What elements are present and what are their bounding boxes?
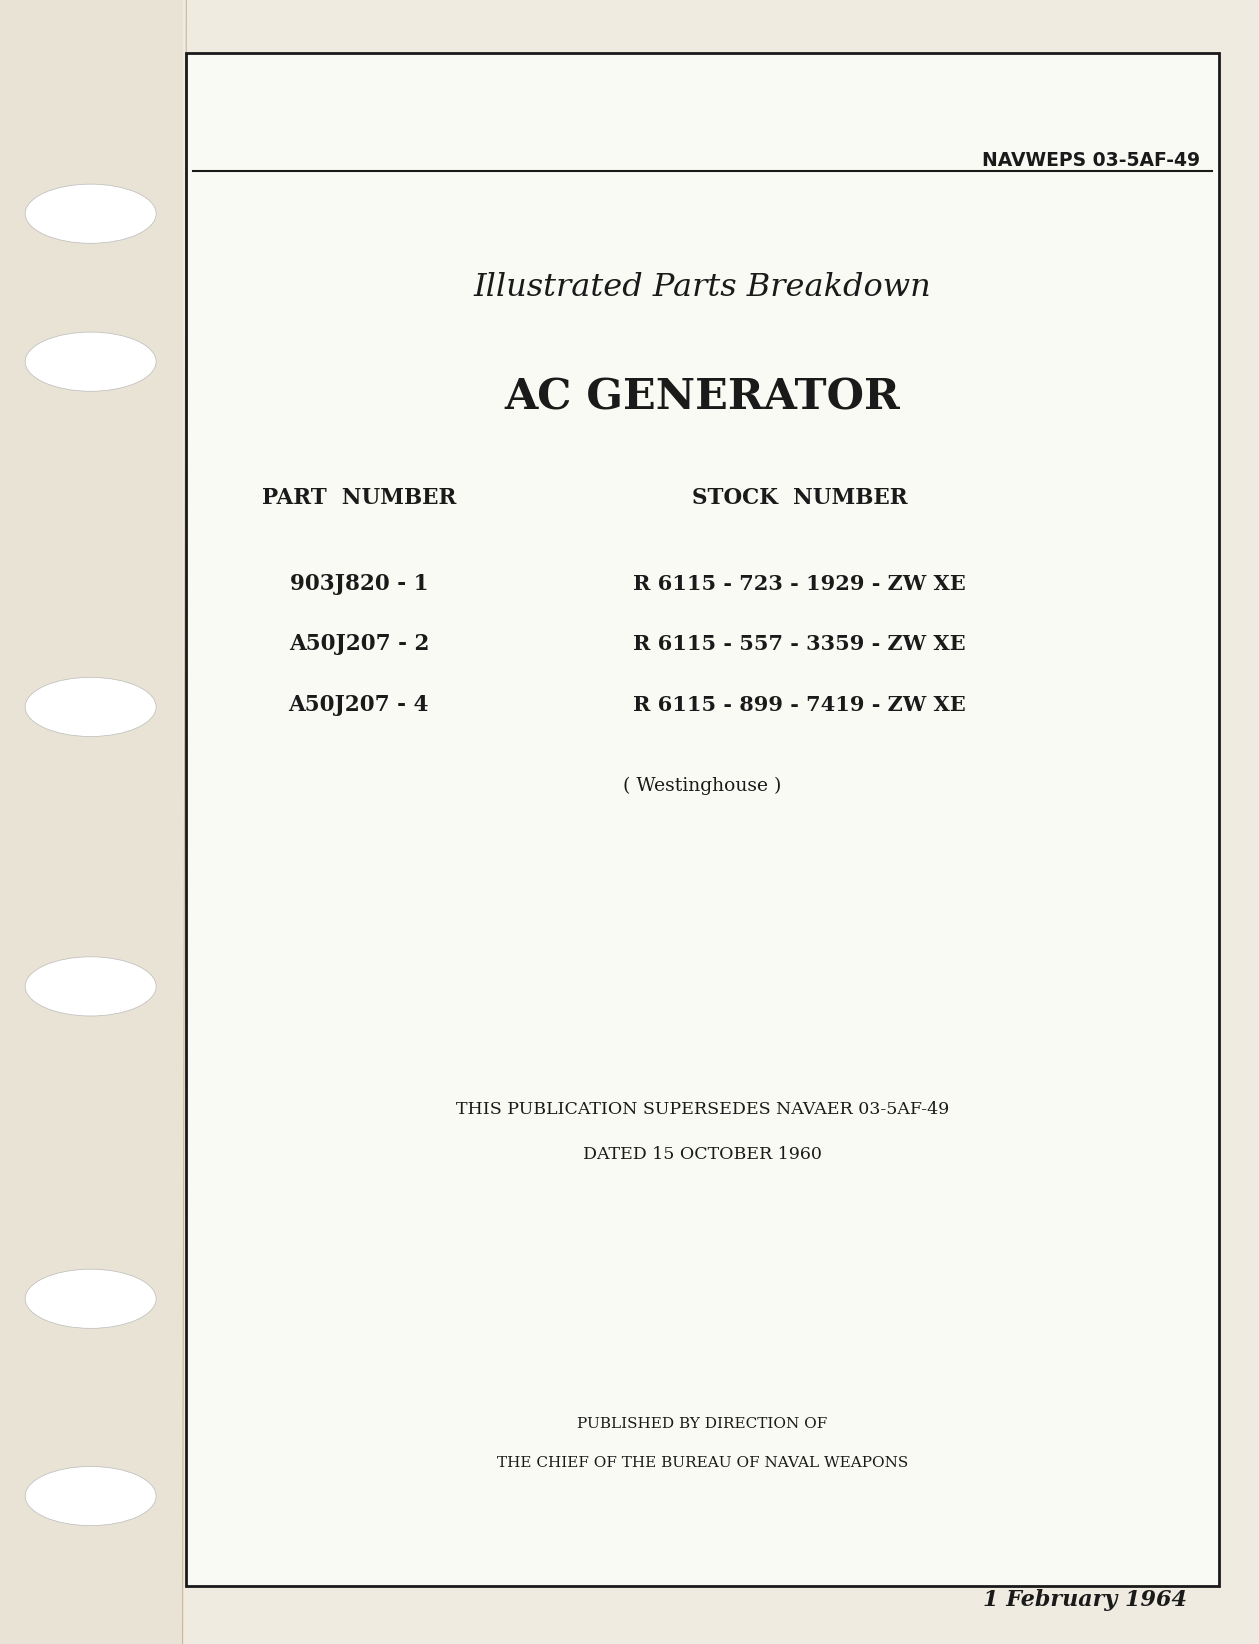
Text: Illustrated Parts Breakdown: Illustrated Parts Breakdown (473, 273, 932, 302)
Text: R 6115 - 899 - 7419 - ZW XE: R 6115 - 899 - 7419 - ZW XE (633, 695, 966, 715)
Text: A50J207 - 4: A50J207 - 4 (288, 694, 429, 717)
Text: NAVWEPS 03-5AF-49: NAVWEPS 03-5AF-49 (982, 151, 1200, 171)
Text: PUBLISHED BY DIRECTION OF: PUBLISHED BY DIRECTION OF (578, 1417, 827, 1430)
Text: R 6115 - 723 - 1929 - ZW XE: R 6115 - 723 - 1929 - ZW XE (633, 574, 966, 593)
Text: ( Westinghouse ): ( Westinghouse ) (623, 776, 782, 796)
Ellipse shape (25, 332, 156, 391)
Bar (186, 53, 1219, 1586)
Text: THIS PUBLICATION SUPERSEDES NAVAER 03-5AF-49: THIS PUBLICATION SUPERSEDES NAVAER 03-5A… (456, 1101, 949, 1118)
Ellipse shape (25, 1269, 156, 1328)
Text: 903J820 - 1: 903J820 - 1 (290, 572, 428, 595)
Text: 1 February 1964: 1 February 1964 (983, 1590, 1187, 1611)
Ellipse shape (25, 677, 156, 737)
Ellipse shape (25, 184, 156, 243)
Text: A50J207 - 2: A50J207 - 2 (288, 633, 429, 656)
Text: AC GENERATOR: AC GENERATOR (505, 376, 900, 419)
Bar (0, 0, 183, 1644)
Text: R 6115 - 557 - 3359 - ZW XE: R 6115 - 557 - 3359 - ZW XE (633, 635, 966, 654)
Text: PART  NUMBER: PART NUMBER (262, 487, 456, 510)
Ellipse shape (25, 957, 156, 1016)
Ellipse shape (25, 1466, 156, 1526)
Text: STOCK  NUMBER: STOCK NUMBER (691, 487, 908, 510)
Text: THE CHIEF OF THE BUREAU OF NAVAL WEAPONS: THE CHIEF OF THE BUREAU OF NAVAL WEAPONS (497, 1457, 908, 1470)
Text: DATED 15 OCTOBER 1960: DATED 15 OCTOBER 1960 (583, 1146, 822, 1162)
